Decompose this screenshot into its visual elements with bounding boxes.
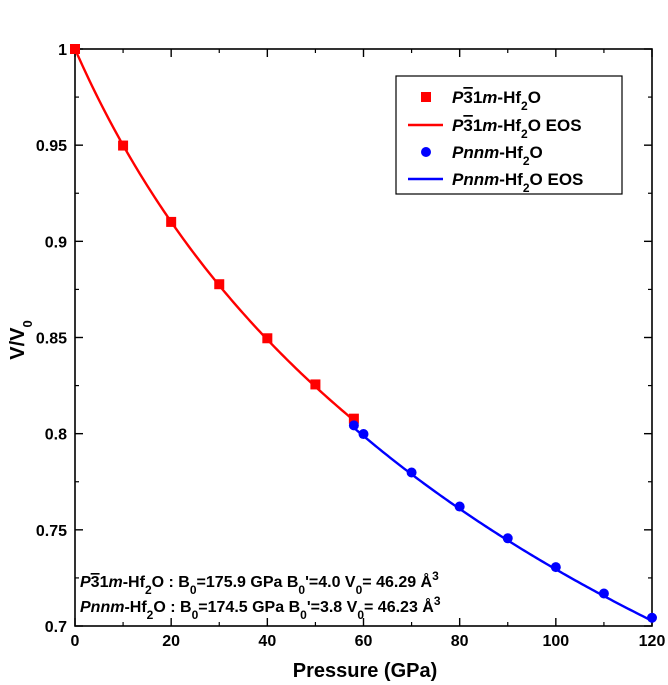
- data-point-square: [118, 140, 129, 151]
- y-tick-label: 0.9: [45, 234, 67, 251]
- y-tick-label: 0.7: [45, 619, 67, 636]
- data-point-circle: [348, 420, 359, 431]
- y-tick-label: 0.95: [36, 138, 67, 155]
- data-point-circle: [598, 588, 609, 599]
- eos-curve: [73, 48, 355, 422]
- legend-label: Pnnm-Hf2O EOS: [452, 170, 583, 195]
- legend-symbol-square: [421, 92, 431, 102]
- y-tick-label: 0.8: [45, 427, 67, 444]
- data-point-square: [348, 413, 359, 424]
- legend-symbol-circle: [421, 147, 431, 157]
- data-point-circle: [454, 501, 465, 512]
- y-axis-title: V/V0: [7, 320, 35, 359]
- x-tick-label: 40: [258, 633, 276, 650]
- x-axis-title: Pressure (GPa): [293, 660, 438, 682]
- x-tick-label: 20: [162, 633, 180, 650]
- legend-label: P31m-Hf2O: [452, 88, 541, 113]
- legend-box: [395, 75, 623, 195]
- eos-parameters: P31m-Hf2O : B0=175.9 GPa B0'=4.0 V0= 46.…: [80, 569, 441, 622]
- x-tick-label: 100: [542, 633, 569, 650]
- y-tick-label: 1: [58, 42, 67, 59]
- x-tick-label: 60: [355, 633, 373, 650]
- data-point-square: [310, 379, 321, 390]
- data-point-circle: [550, 562, 561, 573]
- data-point-circle: [358, 429, 369, 440]
- data-point-square: [214, 279, 225, 290]
- eos-parameter-line: P31m-Hf2O : B0=175.9 GPa B0'=4.0 V0= 46.…: [80, 569, 439, 597]
- x-tick-label: 80: [451, 633, 469, 650]
- data-point-square: [70, 44, 80, 54]
- x-tick-label: 0: [71, 633, 80, 650]
- data-point-circle: [502, 533, 513, 544]
- legend-label: P31m-Hf2O EOS: [452, 116, 582, 141]
- data-point-square: [166, 216, 177, 227]
- legend-label: Pnnm-Hf2O: [452, 143, 543, 168]
- y-tick-label: 0.85: [36, 331, 67, 348]
- data-point-square: [262, 333, 273, 344]
- data-point-circle: [406, 467, 417, 478]
- x-tick-label: 120: [639, 633, 666, 650]
- eos-parameter-line: Pnnm-Hf2O : B0=174.5 GPa B0'=3.8 V0= 46.…: [80, 594, 441, 622]
- legend: P31m-Hf2O P31m-Hf2O EOSPnnm-Hf2OPnnm-Hf2O…: [395, 75, 623, 195]
- y-tick-label: 0.75: [36, 523, 67, 540]
- data-point-circle: [647, 612, 657, 623]
